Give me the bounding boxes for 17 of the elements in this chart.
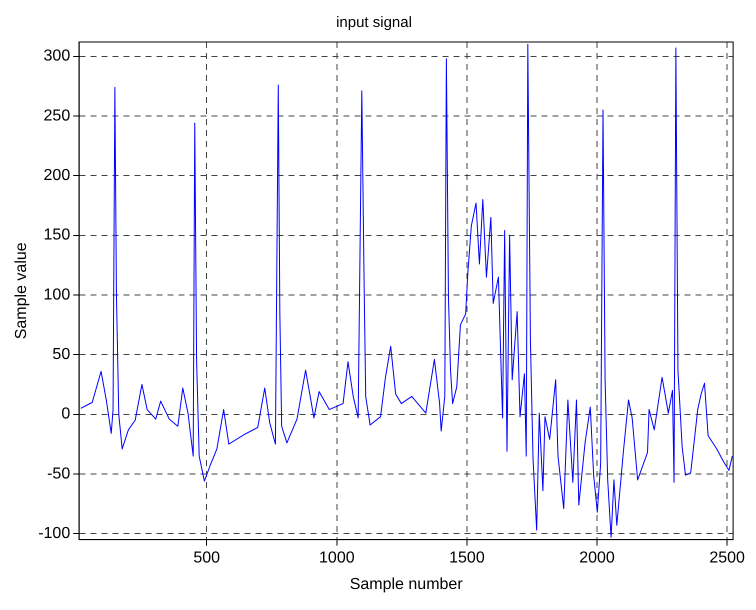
x-tick-label: 1500 [449,550,485,567]
x-tick-label: 2500 [709,550,746,567]
x-tick-label: 500 [193,550,220,567]
x-axis-title: Sample number [350,576,464,593]
y-axis-title: Sample value [13,242,30,340]
y-tick-label: 200 [44,167,70,184]
chart-title: input signal [336,14,412,32]
x-tick-label: 2000 [579,550,615,567]
y-tick-label: 50 [52,346,70,364]
y-tick-label: 250 [44,107,70,124]
x-tick-label: 1000 [319,550,355,567]
y-tick-label: 150 [44,226,70,244]
y-tick-label: -50 [47,465,70,482]
y-tick-label: 300 [44,48,70,65]
y-tick-label: 100 [44,286,70,304]
y-tick-label: 0 [61,406,70,423]
y-tick-label: -100 [38,525,70,542]
